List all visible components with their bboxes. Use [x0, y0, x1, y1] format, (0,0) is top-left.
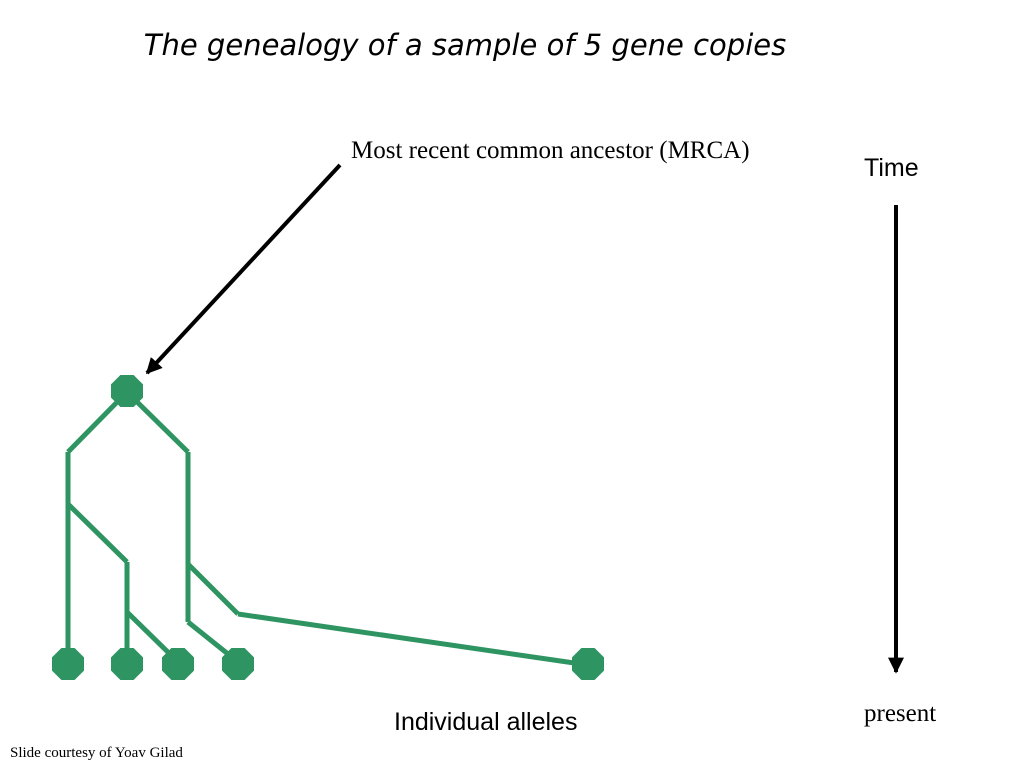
leaf-node-3 — [162, 648, 194, 680]
leaf-node-2 — [111, 648, 143, 680]
slide-title: The genealogy of a sample of 5 gene copi… — [143, 28, 787, 62]
leaf-node-5 — [572, 648, 604, 680]
branch-long — [237, 611, 589, 668]
leaf-node-4 — [222, 648, 254, 680]
alleles-label: Individual alleles — [394, 708, 578, 736]
tree-nodes — [52, 375, 604, 680]
branch-right-split — [186, 562, 240, 616]
slide-credit: Slide courtesy of Yoav Gilad — [10, 745, 183, 761]
branch-left-split — [66, 502, 129, 564]
mrca-pointer-arrow — [145, 163, 342, 375]
mrca-label: Most recent common ancestor (MRCA) — [351, 137, 750, 164]
tree-branches — [65, 390, 589, 668]
time-label: Time — [864, 154, 919, 182]
present-label: present — [864, 700, 937, 727]
mrca-node — [111, 375, 143, 407]
leaf-node-1 — [52, 648, 84, 680]
